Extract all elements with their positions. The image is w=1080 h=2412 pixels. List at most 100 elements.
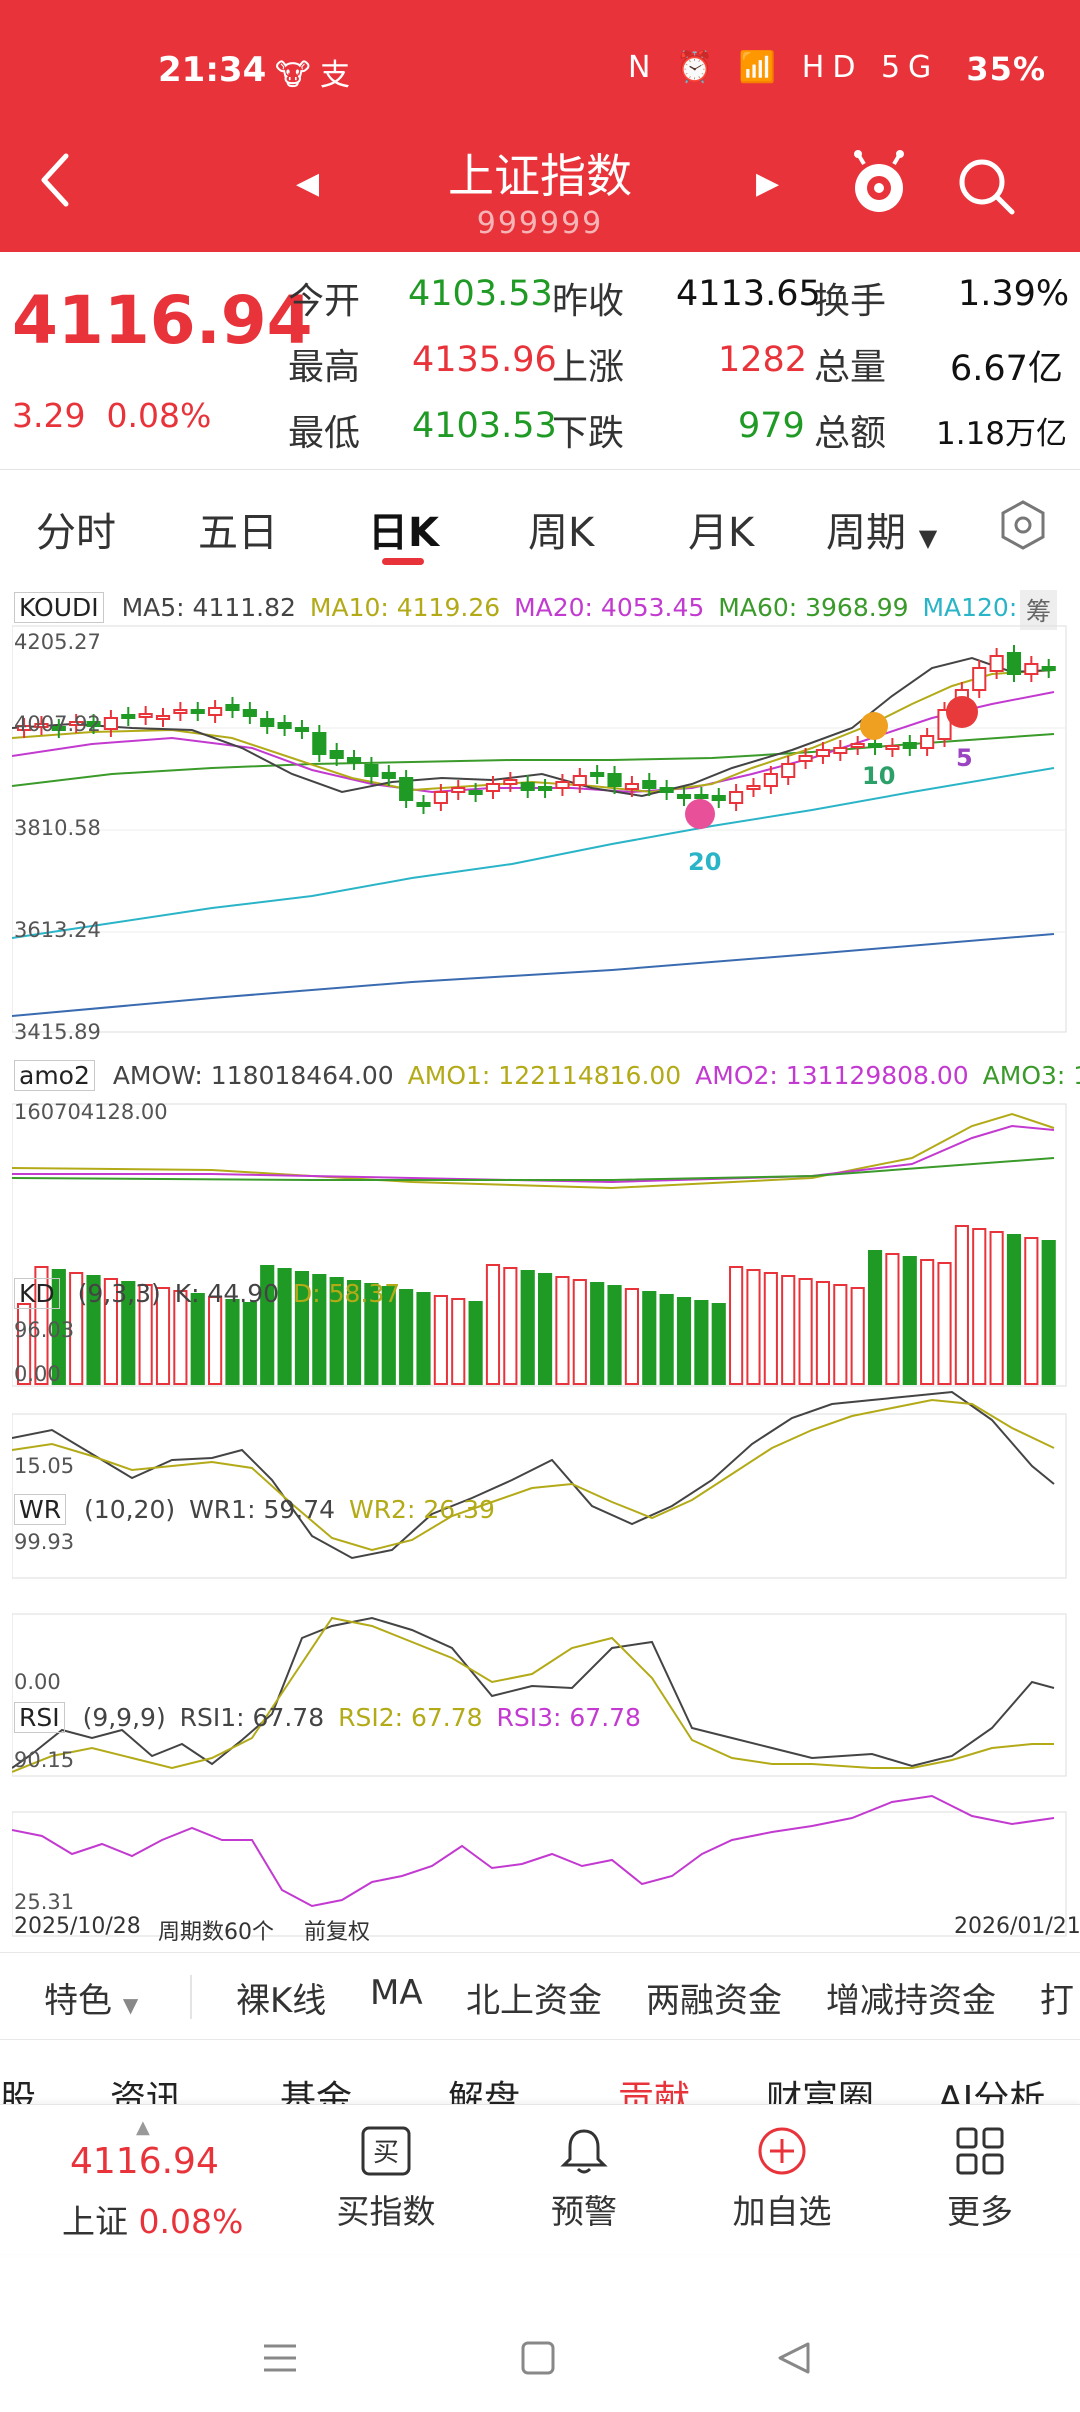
next-stock-icon[interactable]: ▶	[756, 166, 780, 201]
volume-bar	[972, 1228, 987, 1385]
feature-holdings[interactable]: 增减持资金	[826, 1981, 996, 2021]
rsi-indicator-select[interactable]: RSI	[14, 1702, 65, 1733]
chart-canvas	[12, 625, 1067, 1937]
feature-ma[interactable]: MA	[370, 1973, 423, 2013]
volume-bar	[34, 1266, 49, 1385]
candle-body	[798, 755, 813, 762]
up-label: 上涨	[552, 347, 625, 388]
candle-body	[1006, 652, 1022, 675]
bell-icon	[560, 2129, 608, 2174]
candle-body	[659, 787, 674, 793]
mascot-icon[interactable]	[850, 150, 908, 216]
prev-close-value: 4113.65	[676, 274, 821, 314]
ma5-value: MA5: 4111.82	[121, 593, 296, 622]
back-nav-icon[interactable]	[776, 2340, 812, 2376]
tab-five-day[interactable]: 五日	[198, 510, 278, 556]
adjust-mode[interactable]: 前复权	[304, 1920, 371, 1945]
alert-label: 预警	[551, 2192, 617, 2231]
candle-body	[485, 783, 501, 792]
volume-bar	[329, 1277, 344, 1385]
candle-body	[989, 655, 1004, 672]
candle-body	[416, 802, 431, 807]
candle-body	[607, 773, 622, 787]
feature-special[interactable]: 特色 ▼	[44, 1973, 138, 2022]
amo3-line	[12, 1157, 1055, 1181]
candle-body	[815, 749, 831, 757]
more-button[interactable]: 更多	[910, 2125, 1050, 2233]
volume-bar	[69, 1272, 84, 1385]
settings-hexagon-icon[interactable]	[996, 498, 1050, 552]
rsi-y-max: 90.15	[14, 1748, 75, 1772]
volume-bar	[364, 1283, 379, 1385]
bottom-pct: 0.08%	[138, 2202, 244, 2241]
volume-bars	[17, 1225, 1056, 1385]
candle-body	[711, 795, 726, 801]
more-label: 更多	[947, 2192, 1013, 2231]
buy-icon: 买	[361, 2126, 411, 2176]
wr-indicator-select[interactable]: WR	[14, 1494, 67, 1525]
candle-body	[972, 667, 987, 691]
amo-indicator-select[interactable]: amo2	[14, 1060, 95, 1091]
volume-bar	[121, 1281, 136, 1385]
menu-icon[interactable]	[262, 2340, 298, 2376]
candle-body	[260, 718, 275, 727]
expand-up-icon[interactable]: ▲	[136, 2117, 150, 2138]
volume-bar	[989, 1231, 1004, 1385]
prev-stock-icon[interactable]: ◀	[296, 166, 320, 201]
volume-bar	[694, 1300, 709, 1385]
candle-body	[51, 726, 66, 731]
chip-button[interactable]: 筹	[1020, 590, 1058, 630]
home-icon[interactable]	[520, 2340, 556, 2376]
volume-bar	[798, 1278, 813, 1385]
feature-margin[interactable]: 两融资金	[646, 1981, 782, 2021]
volume-bar	[607, 1285, 622, 1385]
prev-close-label: 昨收	[552, 281, 625, 322]
status-time: 21:34	[158, 50, 267, 90]
volume-bar	[1041, 1240, 1056, 1385]
search-icon[interactable]	[956, 156, 1016, 216]
tab-monthly-k[interactable]: 月K	[688, 510, 755, 556]
bottom-name: 上证 0.08%	[62, 2195, 243, 2243]
back-icon[interactable]	[36, 150, 76, 220]
candle-body	[572, 775, 587, 786]
d-line	[12, 1398, 1055, 1552]
feature-northbound[interactable]: 北上资金	[466, 1981, 602, 2021]
kd-indicator-select[interactable]: KD	[14, 1278, 60, 1309]
add-watchlist-button[interactable]: 加自选	[712, 2125, 852, 2233]
tab-weekly-k[interactable]: 周K	[528, 510, 595, 556]
k-y-tick: 3810.58	[14, 816, 101, 840]
tab-intraday[interactable]: 分时	[36, 510, 116, 556]
candle-body	[867, 743, 883, 748]
period-count: 周期数60个	[158, 1920, 274, 1945]
rsi2-value: RSI2: 67.78	[338, 1703, 483, 1732]
low-value: 4103.53	[412, 406, 557, 446]
candle-body	[399, 777, 414, 801]
volume-bar	[86, 1275, 101, 1385]
candle-body	[520, 782, 535, 791]
candle-body	[781, 763, 796, 778]
feature-more[interactable]: 打	[1040, 1981, 1074, 2021]
tab-period[interactable]: 周期 ▼	[826, 500, 937, 558]
volume-bar	[208, 1296, 223, 1385]
price-change: 3.29 0.08%	[12, 396, 211, 435]
feature-naked-k[interactable]: 裸K线	[236, 1981, 327, 2021]
volume-bar	[294, 1271, 310, 1385]
bottom-price: 4116.94	[70, 2141, 219, 2182]
tab-daily-k[interactable]: 日K	[368, 510, 439, 556]
candle-body	[451, 787, 466, 793]
buy-index-button[interactable]: 买 买指数	[316, 2125, 456, 2233]
alert-button[interactable]: 预警	[514, 2125, 654, 2233]
bottom-action-bar: ▲ 4116.94 上证 0.08% 买 买指数 预警 加自选	[0, 2104, 1080, 2254]
volume-bar	[225, 1299, 240, 1385]
amo1-value: AMO1: 122114816.00	[407, 1061, 682, 1090]
volume-bar	[242, 1302, 257, 1385]
volume-bar	[416, 1292, 431, 1385]
end-date: 2026/01/21	[954, 1914, 1080, 1939]
stock-code: 999999	[476, 206, 604, 241]
quote-panel: 4116.94 3.29 0.08% 今开 4103.53 昨收 4113.65…	[0, 252, 1080, 470]
volume-bar	[468, 1301, 483, 1385]
kline-indicator-select[interactable]: KOUDI	[14, 592, 104, 623]
badge-10: 10	[862, 762, 896, 790]
chart-area[interactable]: KOUDI MA5: 4111.82 MA10: 4119.26 MA20: 4…	[0, 578, 1080, 1950]
volume-bar	[451, 1298, 466, 1385]
